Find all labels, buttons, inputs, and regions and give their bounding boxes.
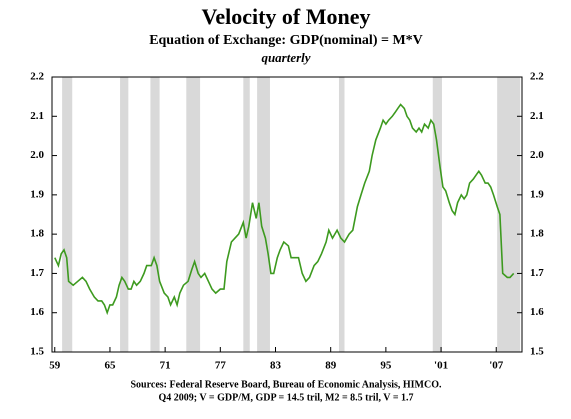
y-tick-label: 1.9	[30, 188, 44, 200]
recession-band	[120, 77, 129, 352]
y2-tick-label: 1.6	[530, 306, 544, 318]
recession-band	[150, 77, 160, 352]
x-tick-label: 59	[49, 360, 61, 372]
y2-tick-label: 2.2	[530, 71, 544, 83]
y-tick-label: 2.1	[30, 110, 44, 122]
y-tick-label: 1.6	[30, 306, 44, 318]
source: Sources: Federal Reserve Board, Bureau o…	[131, 379, 442, 390]
y2-tick-label: 1.5	[530, 346, 544, 358]
x-tick-label: 89	[325, 360, 337, 372]
y2-tick-label: 2.1	[530, 110, 544, 122]
chart-title: Velocity of Money	[201, 4, 370, 29]
y2-tick-label: 1.9	[530, 188, 544, 200]
recession-band	[338, 77, 345, 352]
recession-band	[497, 77, 521, 352]
recession-band	[243, 77, 250, 352]
x-tick-label: '07	[489, 360, 504, 372]
chart-subtitle: Equation of Exchange: GDP(nominal) = M*V	[149, 33, 423, 48]
x-tick-label: 71	[160, 360, 171, 372]
plot-frame	[51, 76, 523, 353]
velocity-line	[54, 103, 515, 316]
y-tick-label: 2.2	[30, 71, 44, 83]
x-tick-label: 83	[270, 360, 282, 372]
x-tick-label: 95	[380, 360, 392, 372]
note: Q4 2009; V = GDP/M, GDP = 14.5 tril, M2 …	[158, 392, 413, 403]
y-tick-label: 1.7	[30, 267, 44, 279]
y2-tick-label: 1.8	[530, 228, 544, 240]
x-tick-label: 77	[215, 360, 227, 372]
recession-band	[432, 77, 442, 352]
y-tick-label: 1.8	[30, 228, 44, 240]
y-tick-label: 2.0	[30, 149, 44, 161]
frequency-label: quarterly	[261, 50, 310, 65]
y2-tick-label: 1.7	[530, 267, 544, 279]
recession-band	[186, 77, 201, 352]
x-tick-label: 65	[104, 360, 116, 372]
x-tick-label: '01	[434, 360, 448, 372]
recession-band	[62, 77, 73, 352]
y-tick-label: 1.5	[30, 346, 44, 358]
recession-band	[257, 77, 270, 352]
y2-tick-label: 2.0	[530, 149, 544, 161]
